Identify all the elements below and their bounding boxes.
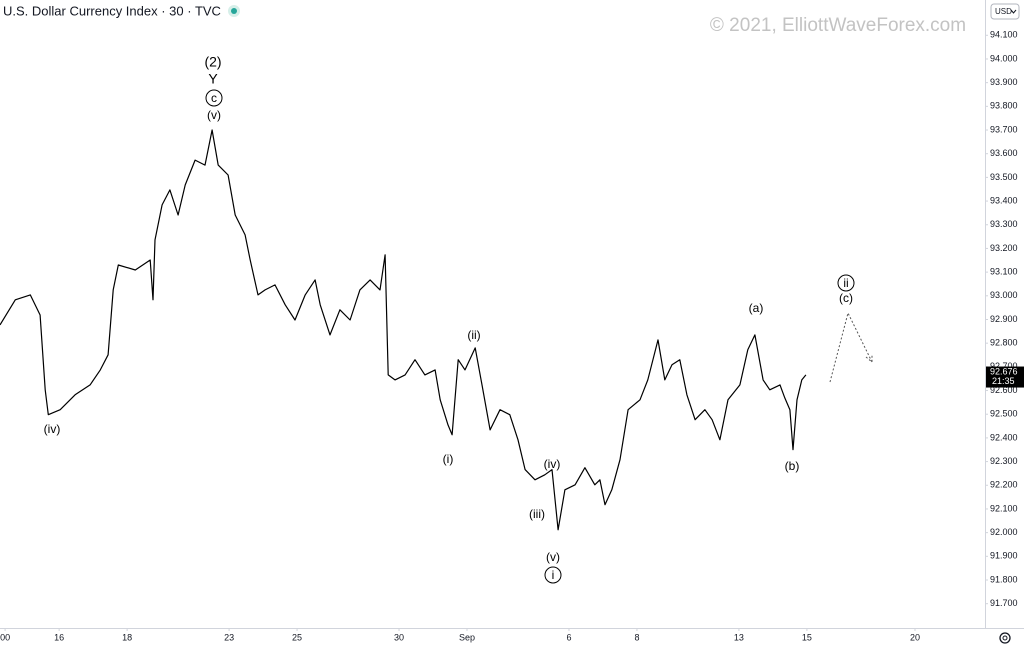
wave-label: ii: [843, 276, 848, 290]
y-tick-label: 92.600: [990, 385, 1018, 395]
currency-button[interactable]: [990, 3, 1020, 20]
dropdown-caret: [1010, 9, 1017, 14]
x-tick-label: 15: [802, 632, 812, 642]
wave-label: (a): [749, 301, 764, 315]
y-tick-label: 91.900: [990, 551, 1018, 561]
wave-label: (ii): [467, 328, 480, 342]
x-tick-label: 20: [910, 632, 920, 642]
x-tick-label: 6: [566, 632, 571, 642]
gear-ring[interactable]: [999, 632, 1011, 644]
wave-label: (iii): [529, 507, 545, 521]
y-tick-label: 93.600: [990, 148, 1018, 158]
price-line: [0, 129, 807, 531]
y-tick-label: 93.200: [990, 243, 1018, 253]
y-tick-label: 92.400: [990, 432, 1018, 442]
wave-circle: [837, 274, 855, 292]
y-tick-label: 91.800: [990, 574, 1018, 584]
y-tick-label: 91.700: [990, 598, 1018, 608]
y-tick-label: 93.700: [990, 124, 1018, 134]
wave-label: Y: [208, 71, 218, 87]
y-tick-label: 93.500: [990, 172, 1018, 182]
last-price-box: [986, 366, 1024, 388]
wave-label: (i): [443, 452, 454, 466]
projection-arrowhead: [865, 354, 873, 364]
y-tick-label: 94.000: [990, 53, 1018, 63]
settings-icon[interactable]: [999, 632, 1011, 644]
y-tick-label: 92.000: [990, 527, 1018, 537]
wave-label: c: [211, 91, 217, 105]
x-tick-label: 30: [394, 632, 404, 642]
x-tick-label: 18: [122, 632, 132, 642]
wave-label: (v): [546, 550, 560, 564]
y-tick-label: 94.100: [990, 30, 1018, 40]
x-tick-label: 23: [224, 632, 234, 642]
wave-label: i: [552, 568, 555, 582]
y-tick-label: 92.300: [990, 456, 1018, 466]
wave-label: (iv): [544, 457, 561, 471]
x-tick-label: 13: [734, 632, 744, 642]
wave-circle: [544, 566, 562, 584]
countdown-label: 21:35: [992, 376, 1015, 386]
currency-label[interactable]: USD: [995, 7, 1012, 16]
y-tick-label: 93.800: [990, 101, 1018, 111]
y-tick-label: 93.900: [990, 77, 1018, 87]
status-dot: [231, 8, 237, 14]
wave-label: (c): [839, 291, 853, 305]
wave-label: (2): [204, 54, 221, 70]
y-tick-label: 92.100: [990, 503, 1018, 513]
y-tick-label: 92.900: [990, 314, 1018, 324]
wave-circle: [205, 89, 223, 107]
chart-title: U.S. Dollar Currency Index · 30 · TVC: [3, 3, 221, 18]
y-tick-label: 92.700: [990, 361, 1018, 371]
x-tick-label: 8: [634, 632, 639, 642]
last-price-label: 92.676: [990, 366, 1018, 376]
watermark: © 2021, ElliottWaveForex.com: [710, 15, 966, 36]
y-tick-label: 93.000: [990, 290, 1018, 300]
y-tick-label: 92.200: [990, 480, 1018, 490]
y-tick-label: 93.100: [990, 266, 1018, 276]
wave-label: (b): [785, 459, 800, 473]
x-tick-label: 16: [54, 632, 64, 642]
y-tick-label: 92.800: [990, 338, 1018, 348]
x-tick-label: 25: [292, 632, 302, 642]
wave-label: (v): [207, 108, 221, 122]
gear-hub[interactable]: [1002, 635, 1008, 641]
y-tick-label: 92.500: [990, 409, 1018, 419]
x-tick-label: Sep: [459, 632, 475, 642]
x-tick-label: 00: [0, 632, 10, 642]
y-tick-label: 93.400: [990, 195, 1018, 205]
y-tick-label: 93.300: [990, 219, 1018, 229]
wave-label: (iv): [44, 422, 61, 436]
